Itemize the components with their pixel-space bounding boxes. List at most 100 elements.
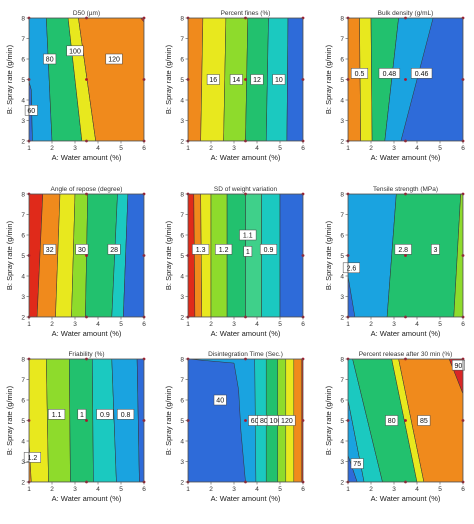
y-tick-label: 4 [180,438,184,445]
chart-title: D50 (µm) [73,10,100,17]
y-tick-label: 8 [340,15,344,22]
design-point [404,78,407,81]
y-tick-label: 7 [180,36,184,43]
y-tick-label: 8 [180,191,184,198]
x-tick-label: 6 [142,321,146,328]
contour-label-box [107,244,121,255]
contour-label-box [66,45,84,57]
y-axis-label: B: Spray rate (g/min) [5,44,14,114]
x-tick-label: 4 [255,486,259,493]
y-tick-label: 5 [180,77,184,84]
design-point [404,419,407,422]
x-axis-label: A: Water amount (%) [371,153,441,162]
x-tick-label: 6 [142,486,146,493]
y-tick-label: 4 [340,97,344,104]
y-tick-label: 8 [180,356,184,363]
contour-label: 1.1 [52,412,62,419]
x-tick-label: 3 [392,486,396,493]
contour-label-box [77,409,87,420]
y-tick-label: 2 [180,138,184,145]
contour-label-box [192,244,210,255]
contour-label-box [250,74,264,85]
x-tick-label: 6 [301,321,305,328]
x-tick-label: 3 [73,486,77,493]
y-tick-label: 2 [340,314,344,321]
y-tick-label: 8 [340,191,344,198]
y-tick-label: 3 [340,118,344,125]
y-tick-label: 2 [180,314,184,321]
contour-regions [29,18,144,141]
contour-region-2 [193,194,203,317]
contour-chart-3: Bulk density (g/mL)0.5 0.48 0.461 2 3 4 5 62345… [324,10,465,162]
contour-chart-6: Tensile strength (MPa)2.62.8 31 2 3 4 5 623456… [324,186,465,338]
contour-label-box [342,262,360,274]
chart-title: SD of weight variation [214,186,278,193]
y-tick-label: 2 [21,314,25,321]
y-axis-label: B: Spray rate (g/min) [164,44,173,114]
contour-label-box [105,53,123,65]
x-tick-label: 2 [209,486,213,493]
contour-label-box [24,105,38,116]
y-tick-label: 4 [21,273,25,280]
contour-label: 1.2 [28,455,38,462]
contour-region-4 [352,359,418,482]
y-tick-label: 6 [180,56,184,63]
contour-region-2 [359,18,373,141]
y-tick-label: 6 [180,397,184,404]
contour-label-box [43,53,57,65]
contour-label: 120 [281,418,293,425]
y-tick-label: 3 [340,294,344,301]
contour-label-box [278,415,296,426]
contour-chart-4: Angle of repose (degree)32 30 281 2 3 4 5 62345… [5,186,146,338]
y-tick-label: 6 [340,232,344,239]
y-axis-label: B: Spray rate (g/min) [324,220,333,290]
y-tick-label: 8 [340,356,344,363]
x-tick-label: 5 [278,321,282,328]
x-axis-label: A: Water amount (%) [52,329,122,338]
x-tick-label: 3 [73,321,77,328]
contour-label: 80 [388,418,396,425]
contour-label-box [23,452,41,463]
x-tick-label: 3 [392,321,396,328]
y-tick-label: 2 [21,138,25,145]
contour-label: 12 [253,77,261,84]
y-tick-label: 4 [340,438,344,445]
y-tick-label: 5 [340,77,344,84]
y-tick-label: 3 [340,459,344,466]
x-tick-label: 4 [415,321,419,328]
y-tick-label: 5 [21,253,25,260]
contour-region-1 [348,194,397,317]
x-tick-label: 5 [119,486,123,493]
y-tick-label: 3 [180,459,184,466]
contour-label-box [215,244,233,255]
contour-label: 30 [78,247,86,254]
contour-region-5 [226,194,246,317]
x-tick-label: 4 [415,486,419,493]
contour-label: 1 [246,249,250,256]
y-tick-label: 7 [340,36,344,43]
x-tick-label: 1 [186,486,190,493]
contour-label: 0.46 [415,71,429,78]
y-tick-label: 4 [21,97,25,104]
contour-label-box [117,409,135,420]
x-tick-label: 4 [96,145,100,152]
contour-label: 3 [433,247,437,254]
contour-label: 0.48 [383,71,397,78]
contour-region-6 [111,194,129,317]
x-tick-label: 5 [119,321,123,328]
contour-label: 16 [209,77,217,84]
y-tick-label: 2 [340,479,344,486]
contour-label-box [243,246,253,257]
y-tick-label: 8 [21,356,25,363]
x-tick-label: 2 [369,486,373,493]
x-tick-label: 1 [346,486,350,493]
contour-region-5 [85,194,118,317]
y-tick-label: 5 [21,77,25,84]
design-point [85,78,88,81]
contour-regions [348,194,463,317]
contour-chart-2: Percent fines (%)16 14 12 101 2 3 4 5 62345678A:… [164,10,305,162]
x-tick-label: 4 [415,145,419,152]
contour-region-2 [29,359,49,482]
contour-regions [29,359,144,482]
